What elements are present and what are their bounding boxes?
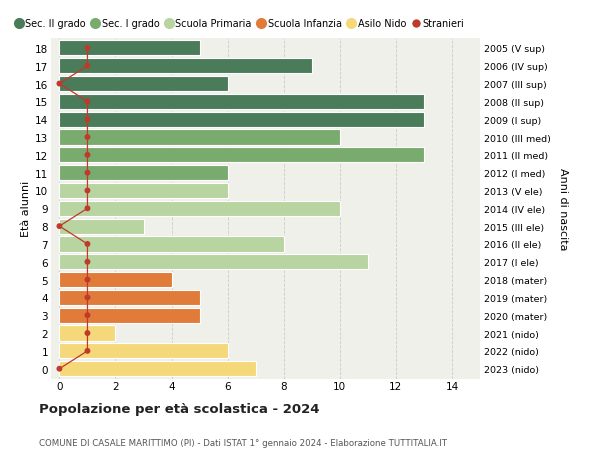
Point <box>55 223 64 230</box>
Bar <box>59 95 424 110</box>
Point <box>83 347 92 355</box>
Point <box>83 45 92 52</box>
Text: COMUNE DI CASALE MARITTIMO (PI) - Dati ISTAT 1° gennaio 2024 - Elaborazione TUTT: COMUNE DI CASALE MARITTIMO (PI) - Dati I… <box>39 438 447 448</box>
Point <box>83 312 92 319</box>
Bar <box>59 237 284 252</box>
Point <box>83 205 92 213</box>
Point <box>83 241 92 248</box>
Bar <box>59 59 312 74</box>
Point <box>83 187 92 195</box>
Point <box>55 81 64 88</box>
Bar <box>59 112 424 128</box>
Bar <box>59 130 340 145</box>
Bar <box>59 308 200 323</box>
Point <box>83 134 92 141</box>
Bar <box>59 255 368 270</box>
Bar <box>59 219 143 234</box>
Bar <box>59 184 227 199</box>
Point <box>83 294 92 302</box>
Bar <box>59 273 172 287</box>
Point <box>83 152 92 159</box>
Legend: Sec. II grado, Sec. I grado, Scuola Primaria, Scuola Infanzia, Asilo Nido, Stran: Sec. II grado, Sec. I grado, Scuola Prim… <box>12 15 468 33</box>
Bar <box>59 202 340 216</box>
Bar <box>59 77 227 92</box>
Bar <box>59 326 115 341</box>
Point <box>83 99 92 106</box>
Bar <box>59 148 424 163</box>
Bar <box>59 41 200 56</box>
Point <box>83 170 92 177</box>
Bar <box>59 290 200 305</box>
Point <box>83 63 92 70</box>
Bar <box>59 166 227 181</box>
Point <box>83 258 92 266</box>
Y-axis label: Anni di nascita: Anni di nascita <box>558 168 568 250</box>
Point <box>83 116 92 123</box>
Bar <box>59 343 227 358</box>
Point <box>55 365 64 373</box>
Text: Popolazione per età scolastica - 2024: Popolazione per età scolastica - 2024 <box>39 403 320 415</box>
Y-axis label: Età alunni: Età alunni <box>21 181 31 237</box>
Point <box>83 276 92 284</box>
Bar <box>59 361 256 376</box>
Point <box>83 330 92 337</box>
